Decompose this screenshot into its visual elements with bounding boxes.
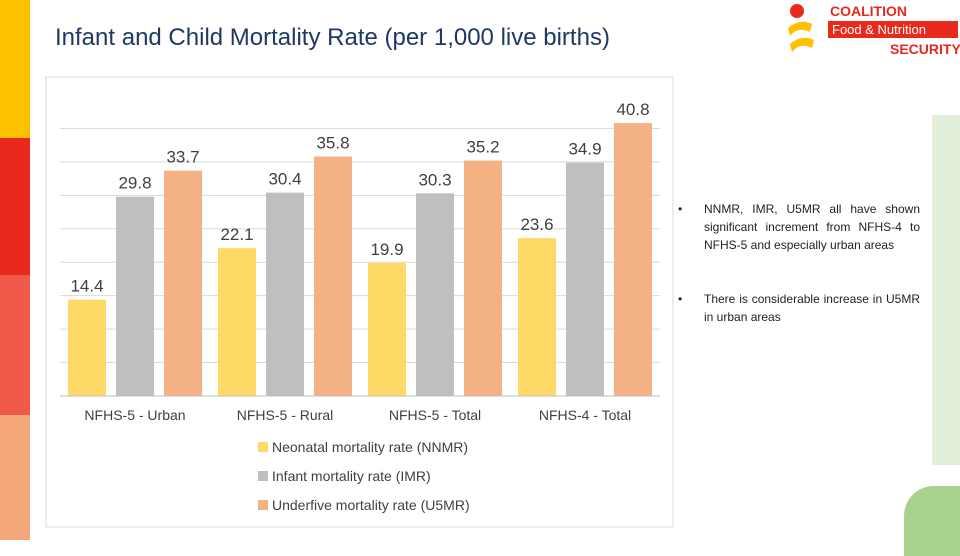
bar	[464, 160, 502, 396]
value-label: 35.2	[466, 138, 499, 157]
bullet-text: NNMR, IMR, U5MR all have shown significa…	[704, 202, 920, 252]
value-label: 23.6	[520, 215, 553, 234]
strip	[0, 0, 30, 138]
strip	[0, 138, 30, 275]
legend-swatch	[258, 442, 268, 452]
legend-label: Neonatal mortality rate (NNMR)	[272, 439, 468, 455]
value-label: 22.1	[220, 225, 253, 244]
bar	[116, 196, 154, 396]
value-label: 33.7	[166, 148, 199, 167]
legend-swatch	[258, 500, 268, 510]
bar	[68, 299, 106, 396]
value-label: 30.3	[418, 170, 451, 189]
logo-mark	[788, 21, 814, 52]
bar	[218, 248, 256, 396]
x-tick-label: NFHS-4 - Total	[539, 407, 631, 423]
strip	[0, 275, 30, 415]
bullet: • There is considerable increase in U5MR …	[678, 292, 920, 324]
x-tick-label: NFHS-5 - Urban	[84, 407, 185, 423]
legend-label: Underfive mortality rate (U5MR)	[272, 497, 470, 513]
x-tick-label: NFHS-5 - Rural	[237, 407, 333, 423]
value-label: 19.9	[370, 240, 403, 259]
logo-text: SECURITY	[890, 41, 960, 57]
bar	[518, 238, 556, 396]
bar	[368, 262, 406, 396]
value-label: 29.8	[118, 174, 151, 193]
logo-dot	[790, 4, 804, 18]
bullet: • NNMR, IMR, U5MR all have shown signific…	[678, 202, 920, 252]
strip	[0, 415, 30, 540]
legend-label: Infant mortality rate (IMR)	[272, 468, 431, 484]
legend-swatch	[258, 471, 268, 481]
value-label: 14.4	[70, 277, 103, 296]
bar	[164, 170, 202, 396]
value-label: 34.9	[568, 140, 601, 159]
chart: NFHS-5 - Urban 14.4 29.8 33.7 NFHS-5 - Rural…	[45, 76, 674, 528]
value-label: 35.8	[316, 134, 349, 153]
corner-shape	[904, 486, 960, 556]
logo-band	[828, 21, 958, 38]
title: Infant and Child Mortality Rate (per 1,0…	[55, 24, 610, 51]
bullet-text: There is considerable increase in U5MR i…	[704, 292, 920, 324]
value-label: 30.4	[268, 170, 301, 189]
x-tick-label: NFHS-5 - Total	[389, 407, 481, 423]
side-bar	[932, 115, 960, 465]
bar	[266, 192, 304, 396]
bar	[566, 162, 604, 396]
logo: COALITION Food & Nutrition SECURITY	[788, 3, 960, 57]
bar	[314, 156, 352, 396]
logo-text: COALITION	[830, 3, 907, 19]
bar	[614, 123, 652, 397]
bar	[416, 193, 454, 396]
logo-text: Food & Nutrition	[832, 22, 926, 37]
value-label: 40.8	[616, 100, 649, 119]
